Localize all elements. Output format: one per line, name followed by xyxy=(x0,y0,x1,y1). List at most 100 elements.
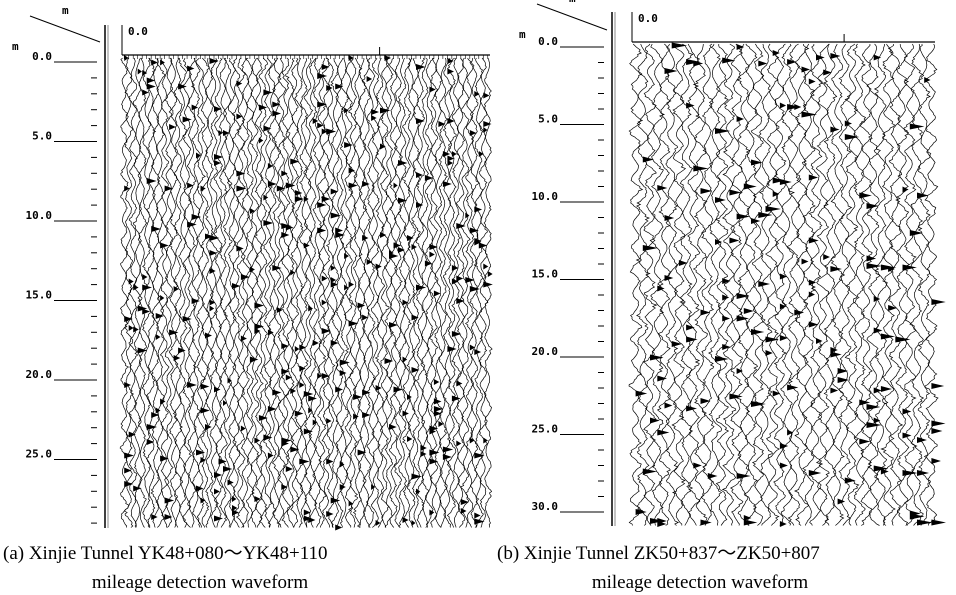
waveform-trace xyxy=(254,57,264,528)
waveform-peak xyxy=(420,445,427,457)
waveform-trace xyxy=(880,43,896,526)
waveform-trace xyxy=(163,57,174,528)
depth-label: 5.0 xyxy=(32,130,52,143)
waveform-trace xyxy=(361,57,372,528)
waveform-trace xyxy=(325,57,336,528)
waveform-trace xyxy=(483,57,493,528)
waveform-peak xyxy=(317,73,328,379)
waveform-trace xyxy=(917,43,932,526)
depth-label: 0.0 xyxy=(538,35,558,48)
depth-label: 25.0 xyxy=(532,423,559,436)
waveform-trace xyxy=(765,43,780,526)
waveform-peak xyxy=(339,359,350,490)
caption-line1: (a) Xinjie Tunnel YK48+080～YK48+110 xyxy=(3,543,328,564)
waveform-trace xyxy=(743,43,758,526)
waveform-trace xyxy=(428,57,439,528)
waveform-trace xyxy=(909,43,925,526)
depth-label: 20.0 xyxy=(532,345,559,358)
waveform-trace xyxy=(312,57,323,528)
waveform-trace xyxy=(271,57,282,528)
waveform-trace xyxy=(365,57,377,528)
waveform-trace xyxy=(231,57,242,528)
corner-diagonal xyxy=(536,3,608,31)
waveform-trace xyxy=(460,57,471,528)
waveform-peak xyxy=(765,206,781,356)
depth-label: 15.0 xyxy=(26,289,53,302)
waveform-trace xyxy=(334,57,346,528)
waveform-peak xyxy=(729,189,743,400)
distance-start-label: 0.0 xyxy=(128,25,148,38)
waveform-trace xyxy=(379,57,390,528)
waveform-trace xyxy=(635,43,651,526)
waveform-trace xyxy=(370,57,381,528)
waveform-trace xyxy=(159,57,170,528)
waveform-trace xyxy=(299,57,309,528)
waveform-trace xyxy=(780,43,795,526)
waveform-trace xyxy=(707,43,723,526)
corner-left-label: m xyxy=(519,28,526,41)
waveform-peak xyxy=(281,170,292,490)
waveform-peak xyxy=(299,344,310,465)
waveform-trace xyxy=(190,57,201,528)
waveform-trace xyxy=(822,43,838,526)
waveform-trace xyxy=(374,57,386,528)
waveform-trace xyxy=(294,57,305,528)
waveform-trace xyxy=(464,57,475,528)
waveform-trace xyxy=(218,57,228,528)
waveform-trace xyxy=(656,43,672,526)
depth-label: 10.0 xyxy=(532,190,559,203)
waveforms xyxy=(119,55,493,531)
waveform-trace xyxy=(397,57,408,528)
waveform-trace xyxy=(692,43,708,526)
waveform-peak xyxy=(330,188,341,504)
corner-top-label: m xyxy=(62,4,69,17)
depth-label: 15.0 xyxy=(532,268,559,281)
waveform-trace xyxy=(424,57,435,528)
waveform-trace xyxy=(786,43,802,526)
waveform-trace xyxy=(830,43,846,526)
depth-label: 5.0 xyxy=(538,113,558,126)
waveform-trace xyxy=(402,57,412,528)
waveform-trace xyxy=(678,43,694,526)
waveform-peak xyxy=(362,181,371,418)
waveform-trace xyxy=(700,43,715,526)
waveform-trace xyxy=(455,57,466,528)
waveform-trace xyxy=(446,57,457,528)
waveform-trace xyxy=(182,57,193,528)
waveform-peak xyxy=(187,65,197,388)
waveform-trace xyxy=(137,57,148,528)
waveform-trace xyxy=(226,57,237,528)
waveform-trace xyxy=(642,43,658,526)
waveforms xyxy=(628,42,946,527)
waveform-trace xyxy=(923,43,939,526)
waveform-trace xyxy=(384,57,394,528)
waveform-trace xyxy=(686,43,701,526)
waveform-trace xyxy=(859,43,873,526)
waveform-trace xyxy=(119,57,130,528)
waveform-trace xyxy=(750,43,766,526)
waveform-panel: m m 0.0 5.0 10.0 15.0 20.0 25.0 0.0 (a) Xinjie Tu… xyxy=(3,4,493,593)
waveform-trace xyxy=(721,43,737,526)
waveform-trace xyxy=(213,57,224,528)
waveform-trace xyxy=(263,57,273,528)
waveform-trace xyxy=(186,58,197,528)
waveform-trace xyxy=(628,43,644,526)
depth-label: 10.0 xyxy=(26,209,53,222)
waveform-trace xyxy=(123,57,135,528)
waveform-peak xyxy=(924,77,931,83)
waveform-trace xyxy=(793,44,810,526)
waveform-peak xyxy=(402,299,409,523)
depth-label: 0.0 xyxy=(32,50,52,63)
waveform-trace xyxy=(649,43,666,526)
waveform-trace xyxy=(352,57,363,528)
waveform-trace xyxy=(132,57,143,528)
waveform-peak xyxy=(483,92,493,444)
waveform-trace xyxy=(420,57,431,528)
waveform-trace xyxy=(280,57,291,528)
waveform-peak xyxy=(429,86,440,516)
waveform-peak xyxy=(722,57,735,350)
corner-top-label: m xyxy=(569,0,576,5)
waveform-trace xyxy=(245,57,255,528)
waveform-peak xyxy=(456,223,466,447)
